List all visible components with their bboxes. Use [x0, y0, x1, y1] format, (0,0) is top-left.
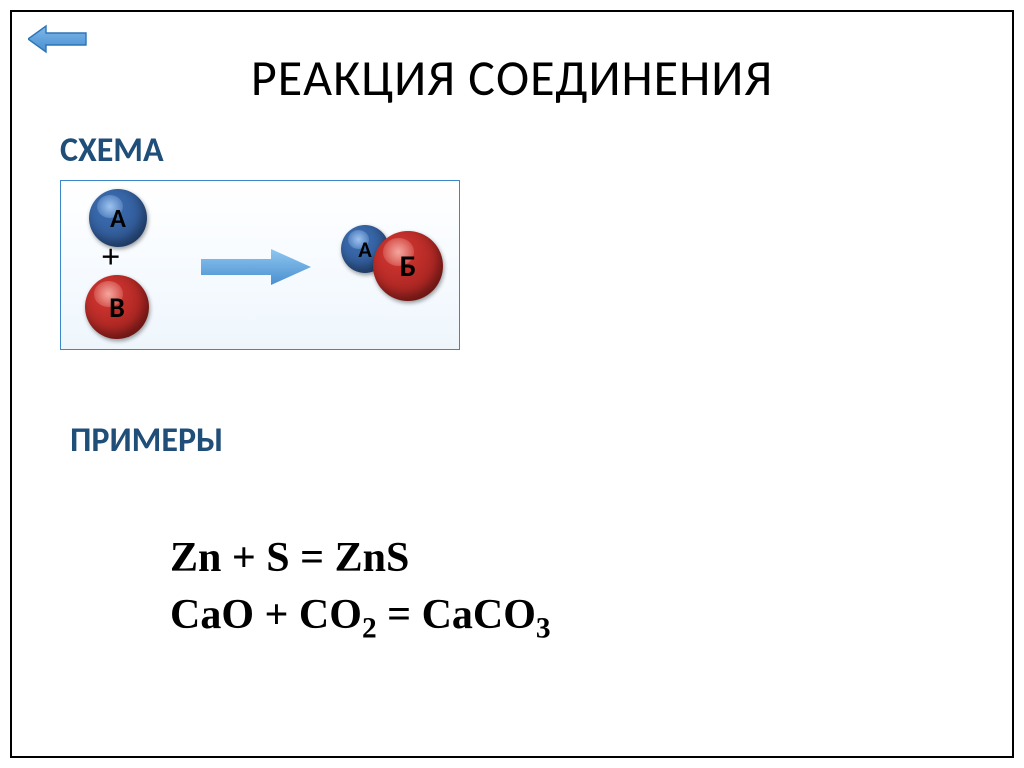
reaction-arrow-icon: [201, 247, 311, 292]
product-atom-b-label: Б: [400, 248, 417, 285]
atom-a-label: A: [110, 202, 126, 234]
equation-1: Zn + S = ZnS: [170, 530, 551, 587]
section-label-schema: СХЕМА: [60, 130, 164, 171]
example-equations: Zn + S = ZnS CaO + CO2 = CaCO3: [170, 530, 551, 649]
equation-2: CaO + CO2 = CaCO3: [170, 587, 551, 649]
section-label-examples: ПРИМЕРЫ: [70, 420, 223, 461]
plus-symbol: +: [101, 239, 120, 277]
atom-b-label: B: [109, 290, 125, 325]
product-atom-a-label: A: [358, 236, 371, 263]
product-atom-b: Б: [373, 231, 443, 301]
slide-title: РЕАКЦИЯ СОЕДИНЕНИЯ: [0, 48, 1024, 109]
atom-b: B: [85, 275, 149, 339]
reaction-schema-diagram: A + B A Б: [60, 180, 460, 350]
